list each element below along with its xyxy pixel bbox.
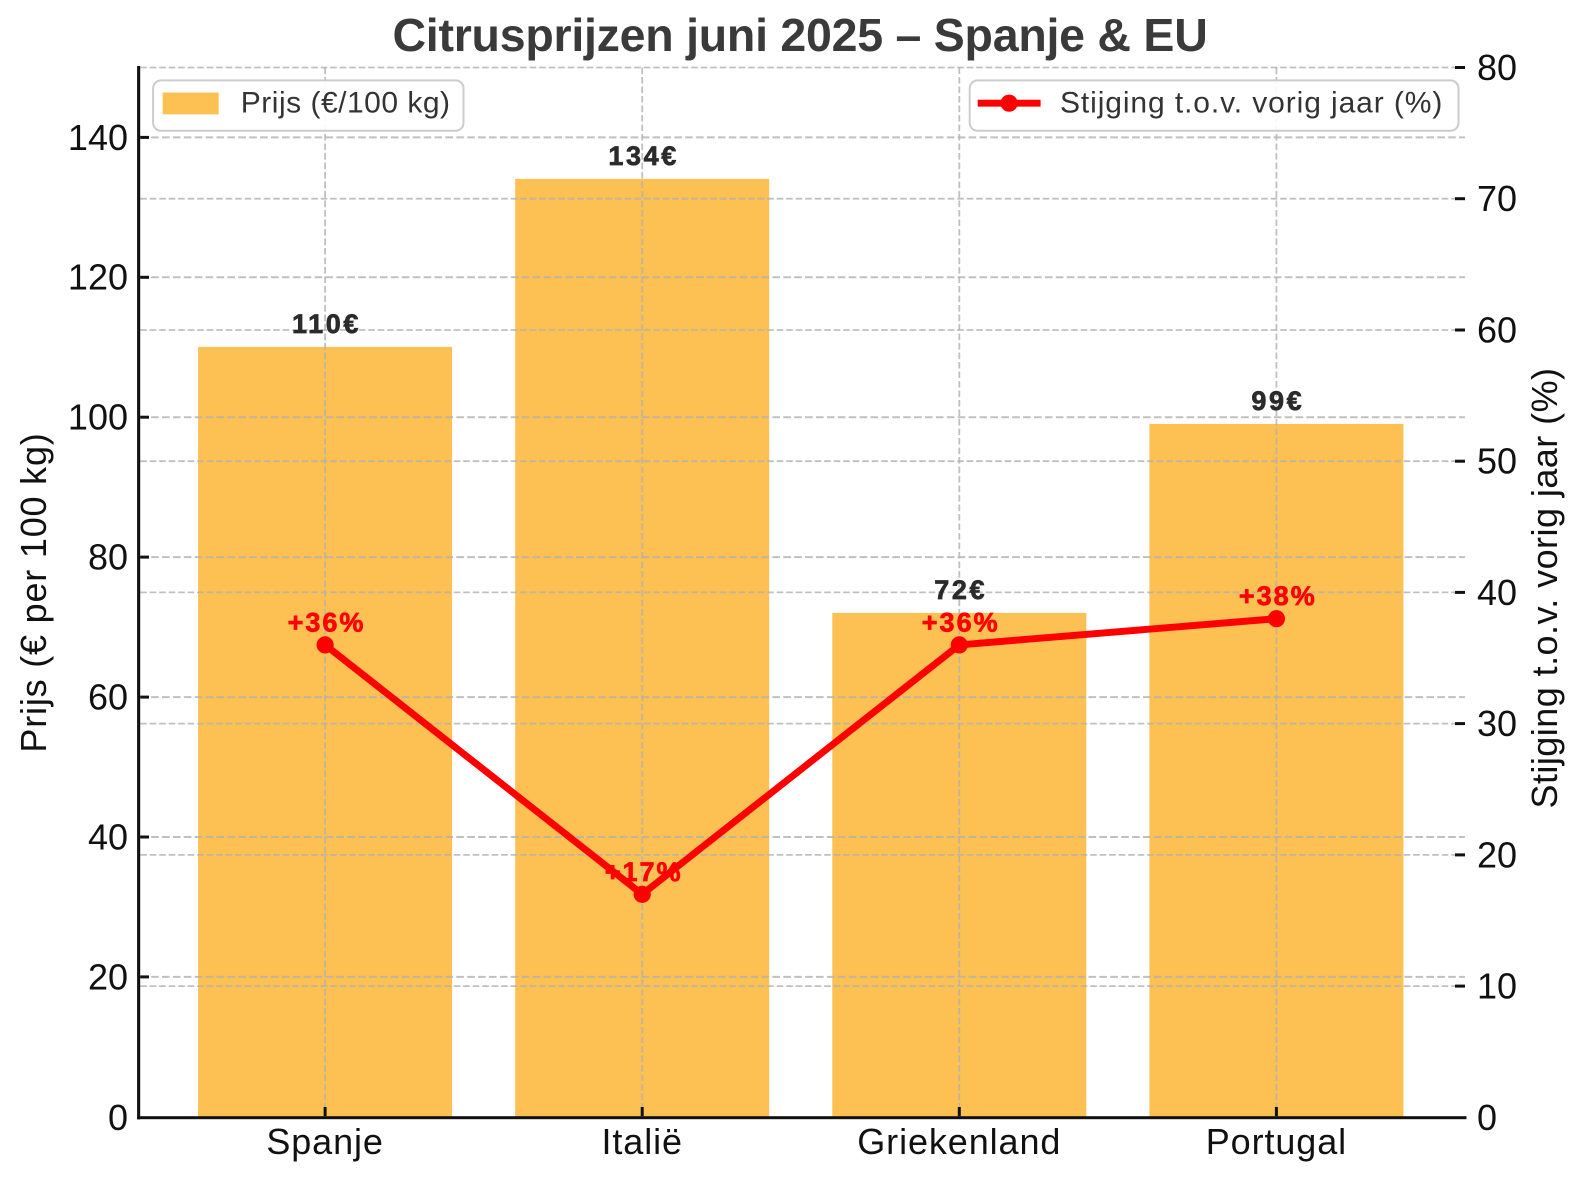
svg-text:+38%: +38% xyxy=(1239,581,1317,611)
svg-text:20: 20 xyxy=(1477,834,1517,875)
svg-text:20: 20 xyxy=(88,956,128,997)
svg-text:72€: 72€ xyxy=(934,575,987,605)
svg-text:+36%: +36% xyxy=(922,607,1000,637)
svg-text:Spanje: Spanje xyxy=(266,1121,384,1162)
svg-text:110€: 110€ xyxy=(292,309,361,339)
svg-text:99€: 99€ xyxy=(1251,386,1304,416)
svg-text:Italië: Italië xyxy=(601,1121,682,1162)
svg-text:40: 40 xyxy=(1477,572,1517,613)
svg-text:Stijging t.o.v. vorig jaar (%): Stijging t.o.v. vorig jaar (%) xyxy=(1524,368,1565,809)
svg-text:100: 100 xyxy=(68,397,128,438)
svg-text:+17%: +17% xyxy=(605,857,683,887)
svg-text:80: 80 xyxy=(88,537,128,578)
svg-text:134€: 134€ xyxy=(608,141,678,171)
svg-text:70: 70 xyxy=(1477,178,1517,219)
svg-text:Portugal: Portugal xyxy=(1206,1121,1347,1162)
svg-text:Prijs (€ per 100 kg): Prijs (€ per 100 kg) xyxy=(13,432,54,752)
svg-text:Prijs (€/100 kg): Prijs (€/100 kg) xyxy=(241,87,451,120)
svg-text:0: 0 xyxy=(1477,1097,1497,1138)
svg-text:Stijging t.o.v. vorig jaar (%): Stijging t.o.v. vorig jaar (%) xyxy=(1060,87,1443,120)
svg-text:140: 140 xyxy=(68,117,128,158)
svg-text:+36%: +36% xyxy=(288,607,366,637)
svg-text:50: 50 xyxy=(1477,441,1517,482)
svg-text:40: 40 xyxy=(88,816,128,857)
svg-text:10: 10 xyxy=(1477,966,1517,1007)
svg-text:0: 0 xyxy=(108,1097,128,1138)
svg-text:30: 30 xyxy=(1477,703,1517,744)
svg-text:Griekenland: Griekenland xyxy=(857,1121,1061,1162)
svg-text:60: 60 xyxy=(88,677,128,718)
svg-text:60: 60 xyxy=(1477,309,1517,350)
svg-text:120: 120 xyxy=(68,257,128,298)
svg-text:Citrusprijzen juni 2025 – Span: Citrusprijzen juni 2025 – Spanje & EU xyxy=(392,9,1207,61)
svg-text:80: 80 xyxy=(1477,47,1517,88)
